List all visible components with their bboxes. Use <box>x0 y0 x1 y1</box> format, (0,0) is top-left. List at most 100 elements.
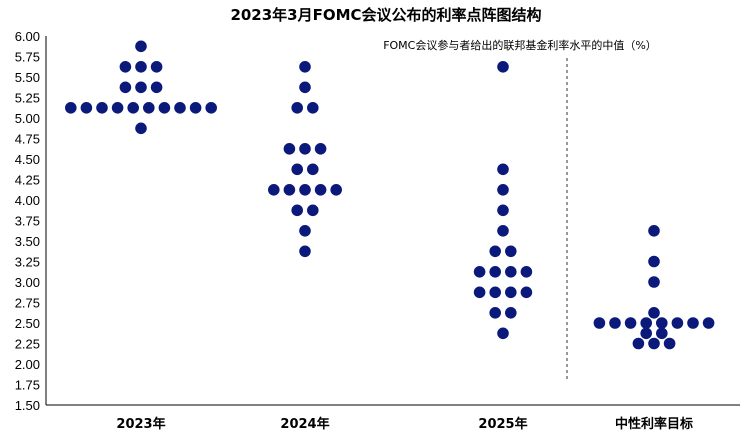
x-tick-labels: 2023年 2024年 2025年 中性利率目标 <box>116 416 693 432</box>
dot-point <box>291 204 304 217</box>
dot-point <box>497 225 509 237</box>
y-tick-label: 4.75 <box>15 132 40 147</box>
dot-point <box>291 102 304 114</box>
dot-point <box>520 266 533 278</box>
x-tick-label: 2025年 <box>478 416 527 432</box>
dot-point <box>283 143 296 155</box>
dot-point <box>299 245 311 258</box>
dot-point <box>656 317 668 329</box>
chart-subtitle: FOMC会议参与者给出的联邦基金利率水平的中值（%） <box>383 38 657 52</box>
y-tick-label: 6.00 <box>15 29 40 44</box>
dot-point <box>330 184 343 196</box>
dot-point <box>299 81 311 94</box>
chart-title: 2023年3月FOMC会议公布的利率点阵图结构 <box>230 6 541 24</box>
dot-point <box>158 102 171 114</box>
y-tick-labels: 6.00 5.75 5.50 5.25 5.00 4.75 4.50 4.25 4.00 3.75… <box>15 29 40 413</box>
dot-point <box>648 225 660 237</box>
dot-point <box>135 40 147 53</box>
dot-point <box>299 143 311 155</box>
y-tick-label: 3.00 <box>15 275 40 290</box>
dot-point <box>119 81 132 94</box>
dot-point <box>96 102 108 114</box>
dot-point <box>299 184 311 196</box>
dot-point <box>624 317 637 329</box>
x-tick-label: 2024年 <box>280 416 329 432</box>
dot-point <box>291 163 304 176</box>
dot-point <box>497 163 509 176</box>
dot-point <box>205 102 217 114</box>
y-tick-label: 5.50 <box>15 70 40 85</box>
dot-point <box>314 143 327 155</box>
dot-point <box>489 286 502 299</box>
dot-point <box>489 245 502 258</box>
dot-point <box>648 337 660 350</box>
dot-point <box>593 317 606 329</box>
dot-point <box>307 163 319 176</box>
dot-point <box>307 102 319 114</box>
dot-point <box>671 317 684 329</box>
dot-marks <box>65 40 715 350</box>
dot-point <box>497 61 509 73</box>
dot-point <box>648 307 660 319</box>
y-tick-label: 2.50 <box>15 316 40 331</box>
dot-point <box>656 327 668 340</box>
dot-point <box>283 184 296 196</box>
dot-point <box>640 327 652 340</box>
dot-point <box>648 276 660 288</box>
dot-point <box>135 61 147 73</box>
dot-point <box>111 102 124 114</box>
dot-point <box>299 225 311 237</box>
y-tick-label: 1.50 <box>15 398 40 413</box>
y-tick-label: 5.75 <box>15 50 40 65</box>
dot-point <box>505 307 517 319</box>
dot-point <box>80 102 93 114</box>
dot-point <box>497 327 509 340</box>
dot-point <box>135 81 147 94</box>
dot-point <box>189 102 202 114</box>
dot-point <box>505 245 517 258</box>
dot-point <box>505 266 517 278</box>
dot-point <box>143 102 155 114</box>
dot-point <box>119 61 132 73</box>
dot-point <box>687 317 699 329</box>
dot-point <box>299 61 311 73</box>
y-tick-label: 5.25 <box>15 91 40 106</box>
dot-point <box>648 255 660 268</box>
y-tick-label: 5.00 <box>15 111 40 126</box>
dot-point <box>150 61 163 73</box>
dot-point <box>127 102 139 114</box>
dot-point <box>135 122 147 135</box>
y-tick-label: 3.75 <box>15 214 40 229</box>
x-tick-label: 中性利率目标 <box>615 416 693 432</box>
y-tick-label: 1.75 <box>15 378 40 393</box>
dot-point <box>497 184 509 196</box>
dot-point <box>663 337 676 350</box>
dot-point <box>609 317 621 329</box>
dot-point <box>640 317 652 329</box>
dot-point <box>702 317 715 329</box>
dot-point <box>632 337 645 350</box>
dot-point <box>489 307 502 319</box>
dot-point <box>473 266 486 278</box>
y-tick-label: 4.25 <box>15 173 40 188</box>
dot-point <box>65 102 77 114</box>
dot-point <box>520 286 533 299</box>
y-tick-label: 2.75 <box>15 296 40 311</box>
y-tick-label: 4.00 <box>15 193 40 208</box>
dot-point <box>268 184 280 196</box>
y-tick-label: 4.50 <box>15 152 40 167</box>
dot-point <box>473 286 486 299</box>
dot-point <box>505 286 517 299</box>
dot-point <box>150 81 163 94</box>
y-tick-label: 3.25 <box>15 255 40 270</box>
dot-point <box>497 204 509 217</box>
y-tick-label: 3.50 <box>15 234 40 249</box>
y-tick-label: 2.00 <box>15 357 40 372</box>
y-tick-label: 2.25 <box>15 337 40 352</box>
dot-point <box>314 184 327 196</box>
dot-point <box>174 102 186 114</box>
x-tick-label: 2023年 <box>116 416 165 432</box>
dot-point <box>489 266 502 278</box>
dot-point <box>307 204 319 217</box>
